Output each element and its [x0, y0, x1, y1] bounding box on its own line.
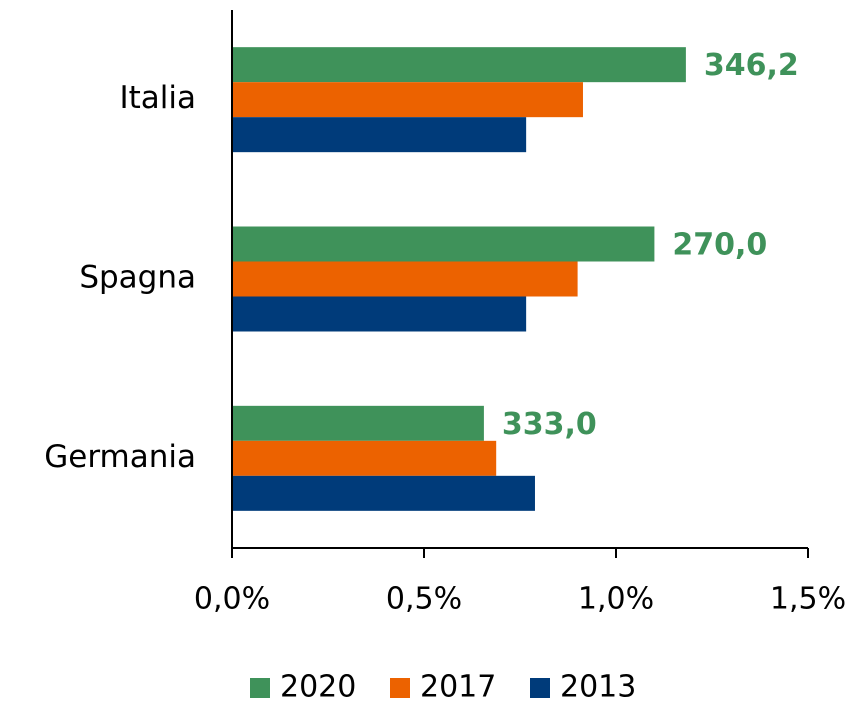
bar	[232, 47, 686, 83]
y-tick-label: Spagna	[79, 260, 196, 296]
bar	[232, 117, 527, 153]
x-tick-label: 1,5%	[770, 582, 846, 617]
legend-label: 2013	[560, 670, 636, 704]
bar	[232, 405, 484, 441]
legend-label: 2020	[280, 670, 356, 704]
bar	[232, 82, 583, 118]
y-tick-label: Italia	[119, 80, 196, 116]
bar	[232, 440, 497, 476]
data-label: 333,0	[502, 407, 597, 442]
x-tick-label: 0,0%	[194, 582, 270, 617]
y-tick-label: Germania	[44, 439, 196, 475]
legend-swatch	[530, 678, 550, 698]
x-tick-label: 1,0%	[578, 582, 654, 617]
bar	[232, 226, 655, 262]
data-label: 270,0	[672, 228, 767, 263]
legend-swatch	[250, 678, 270, 698]
bar	[232, 261, 578, 297]
bar	[232, 296, 527, 332]
legend-swatch	[390, 678, 410, 698]
bar	[232, 475, 535, 511]
x-tick-label: 0,5%	[386, 582, 462, 617]
data-label: 346,2	[704, 48, 799, 83]
legend-label: 2017	[420, 670, 496, 704]
